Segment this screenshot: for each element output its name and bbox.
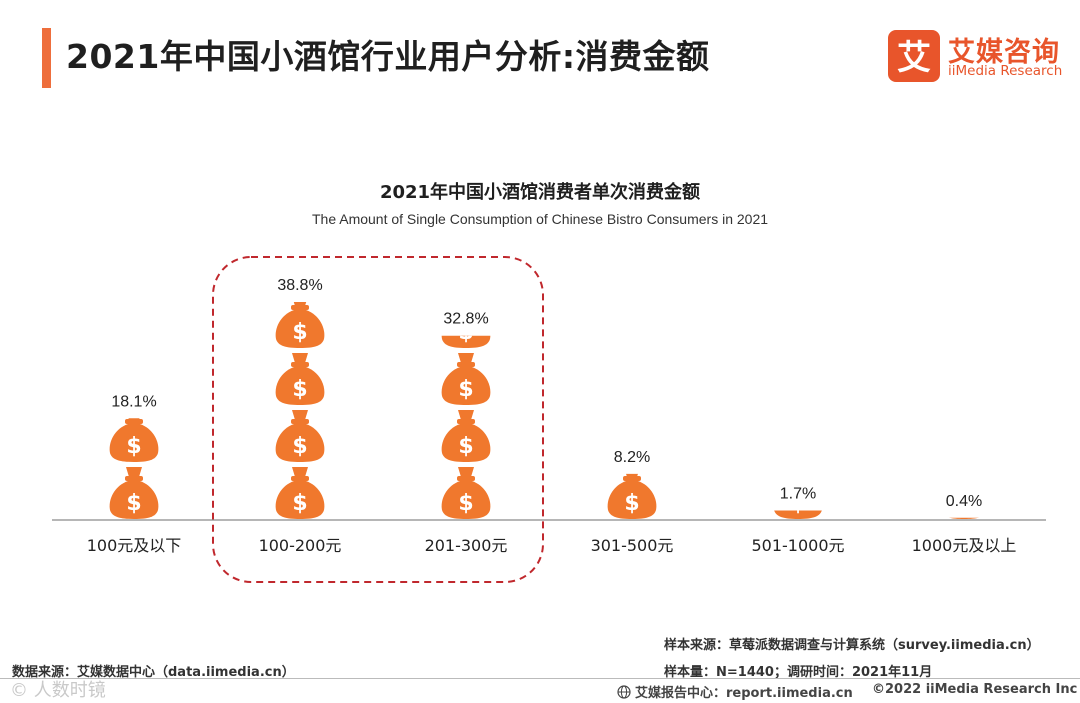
bar-4: $$ bbox=[607, 473, 657, 519]
category-label: 201-300元 bbox=[425, 536, 508, 555]
value-label: 0.4% bbox=[946, 493, 982, 510]
svg-text:$: $ bbox=[126, 434, 141, 459]
money-bag-icon: $ bbox=[441, 410, 491, 462]
category-label: 301-500元 bbox=[591, 536, 674, 555]
category-label: 100-200元 bbox=[259, 536, 342, 555]
money-bag-icon: $ bbox=[940, 410, 989, 462]
title-accent-bar bbox=[42, 28, 51, 88]
money-bag-icon: $ bbox=[442, 239, 491, 291]
logo-name-en: iiMedia Research bbox=[948, 63, 1063, 79]
svg-text:$: $ bbox=[790, 434, 805, 459]
svg-text:$: $ bbox=[292, 491, 307, 516]
sample-size-note: 样本量：N=1440；调研时间：2021年11月 bbox=[664, 665, 933, 680]
value-label: 32.8% bbox=[443, 311, 488, 328]
footer-report-text: 艾媒报告中心：report.iimedia.cn bbox=[635, 686, 853, 701]
svg-text:$: $ bbox=[458, 263, 473, 288]
footer-copyright: ©2022 iiMedia Research Inc bbox=[872, 682, 1078, 697]
money-bag-icon: $ bbox=[109, 467, 159, 519]
money-bag-icon: $ bbox=[607, 473, 657, 519]
globe-icon bbox=[617, 685, 631, 699]
money-bag-icon: $ bbox=[774, 410, 823, 462]
money-bag-icon: $ bbox=[441, 467, 491, 519]
category-label: 501-1000元 bbox=[751, 536, 844, 555]
svg-text:$: $ bbox=[956, 434, 971, 459]
money-bag-icon: $ bbox=[275, 302, 325, 348]
sample-source-note: 样本来源：草莓派数据调查与计算系统（survey.iimedia.cn） bbox=[664, 638, 1040, 653]
footer-report-center[interactable]: 艾媒报告中心：report.iimedia.cn bbox=[617, 682, 853, 701]
category-label: 1000元及以上 bbox=[912, 536, 1017, 555]
value-label: 1.7% bbox=[780, 485, 816, 502]
chart-subtitle: The Amount of Single Consumption of Chin… bbox=[311, 211, 769, 227]
value-label: 8.2% bbox=[614, 449, 650, 466]
watermark: © 人数时镜 bbox=[10, 680, 106, 701]
money-bag-icon: $ bbox=[109, 418, 159, 462]
footer-divider bbox=[0, 678, 1080, 679]
bar-1: $$$ bbox=[109, 418, 159, 519]
bar-2: $$$$$ bbox=[275, 302, 325, 519]
money-bag-icon: $ bbox=[441, 320, 491, 348]
svg-text:$: $ bbox=[790, 491, 805, 516]
money-bag-icon: $ bbox=[275, 467, 325, 519]
svg-text:$: $ bbox=[458, 434, 473, 459]
svg-text:$: $ bbox=[458, 320, 473, 345]
iimedia-logo-icon: 艾 bbox=[888, 30, 940, 82]
svg-text:$: $ bbox=[126, 491, 141, 516]
data-source-note: 数据来源：艾媒数据中心（data.iimedia.cn） bbox=[12, 665, 295, 680]
page-title: 2021年中国小酒馆行业用户分析:消费金额 bbox=[66, 37, 710, 76]
svg-text:$: $ bbox=[292, 320, 307, 345]
money-bag-icon: $ bbox=[275, 410, 325, 462]
value-label: 38.8% bbox=[277, 277, 322, 294]
highlight-box bbox=[212, 256, 544, 583]
svg-text:$: $ bbox=[292, 434, 307, 459]
iimedia-logo: 艾 艾媒咨询 iiMedia Research bbox=[888, 30, 1068, 84]
money-bag-icon: $ bbox=[773, 491, 823, 519]
money-bag-icon: $ bbox=[275, 353, 325, 405]
svg-text:$: $ bbox=[458, 491, 473, 516]
value-label: 18.1% bbox=[111, 393, 156, 410]
svg-text:$: $ bbox=[458, 377, 473, 402]
bar-5: $$ bbox=[773, 410, 823, 519]
category-label: 100元及以下 bbox=[87, 536, 182, 555]
bar-3: $ $ $ $ $ bbox=[441, 239, 491, 519]
chart-title: 2021年中国小酒馆消费者单次消费金额 bbox=[379, 182, 701, 203]
money-bag-icon: $ bbox=[441, 353, 491, 405]
svg-text:$: $ bbox=[624, 491, 639, 516]
logo-mark-char: 艾 bbox=[897, 38, 931, 78]
logo-name-cn: 艾媒咨询 bbox=[948, 37, 1060, 68]
svg-text:$: $ bbox=[292, 377, 307, 402]
